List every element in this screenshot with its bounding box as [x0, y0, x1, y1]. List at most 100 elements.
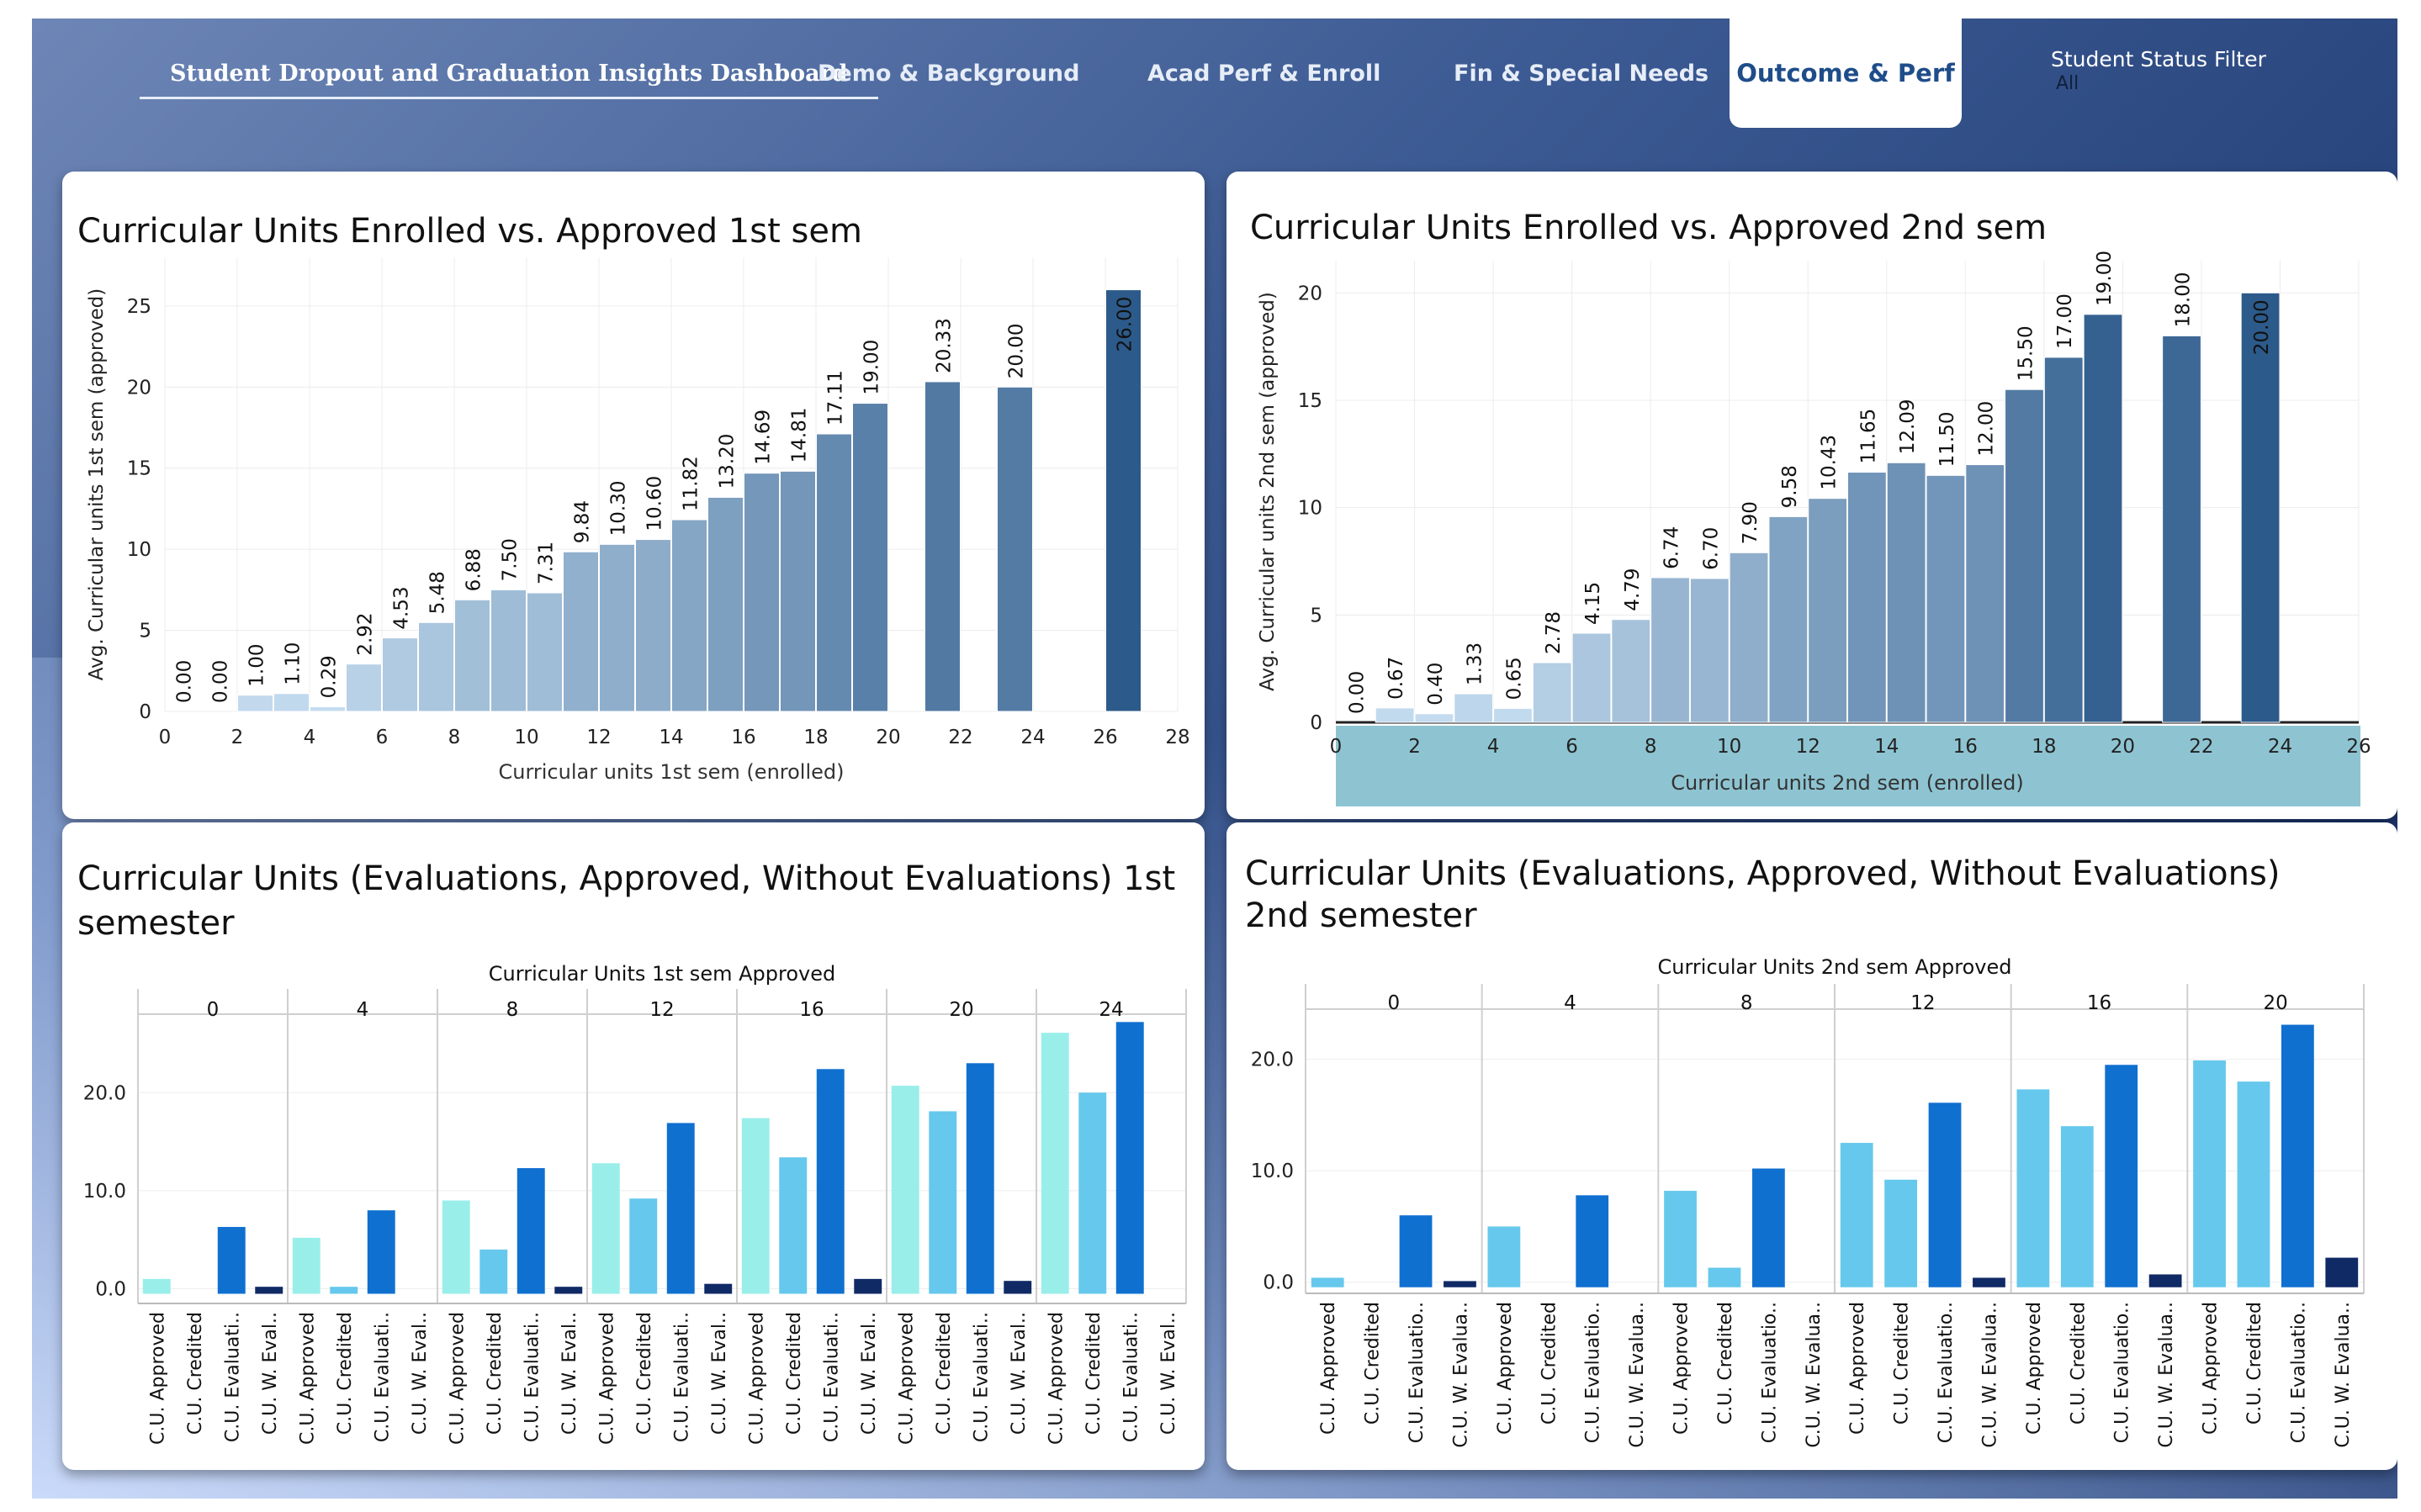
- bar: [852, 403, 888, 712]
- y-tick-label: 0: [1310, 712, 1322, 734]
- dashboard-frame: Student Dropout and Graduation Insights …: [32, 19, 2397, 1499]
- data-label: 2.92: [355, 612, 377, 655]
- x-category-label: C.U. Evaluati..: [971, 1312, 992, 1442]
- panel-evaluations-1st: Curricular Units (Evaluations, Approved,…: [62, 822, 1205, 1470]
- bar: [629, 1198, 658, 1294]
- data-label: 0.67: [1385, 657, 1407, 700]
- facet-label: 20: [2264, 992, 2288, 1014]
- data-label: 7.50: [500, 538, 522, 581]
- y-tick-label: 20: [1298, 283, 1322, 304]
- data-label: 6.74: [1661, 526, 1683, 569]
- x-category-label: C.U. W. Eval..: [260, 1312, 281, 1435]
- bar: [1840, 1143, 1873, 1287]
- data-label: 12.00: [1976, 401, 1998, 457]
- data-label: 9.84: [572, 500, 594, 543]
- data-label: 18.00: [2173, 272, 2195, 328]
- bar: [527, 592, 563, 712]
- x-tick-label: 24: [1020, 727, 1045, 748]
- x-category-label: C.U. Approved: [147, 1312, 168, 1445]
- x-category-label: C.U. Approved: [1318, 1302, 1339, 1435]
- x-category-label: C.U. W. Eval..: [1009, 1312, 1030, 1435]
- panel-title-line1: Curricular Units (Evaluations, Approved,…: [77, 859, 1176, 898]
- bar: [707, 496, 744, 712]
- bar: [744, 473, 780, 712]
- x-tick-label: 2: [1408, 736, 1421, 758]
- x-tick-label: 16: [731, 727, 755, 748]
- data-label: 13.20: [717, 434, 739, 489]
- x-category-label: C.U. W. Eval..: [859, 1312, 880, 1435]
- bar: [1311, 1277, 1344, 1287]
- bar: [1973, 1277, 2005, 1287]
- bar: [1078, 1092, 1107, 1294]
- data-label: 11.65: [1857, 409, 1879, 464]
- bar: [1886, 462, 1926, 723]
- x-category-label: C.U. Evaluatio..: [2112, 1302, 2133, 1443]
- bar: [1847, 472, 1887, 723]
- x-category-label: C.U. W. Evalua..: [1979, 1302, 2000, 1448]
- bar: [330, 1287, 358, 1294]
- y-tick-label: 10.0: [1251, 1160, 1294, 1182]
- dashboard-title[interactable]: Student Dropout and Graduation Insights …: [140, 61, 878, 99]
- student-status-filter[interactable]: Student Status Filter All: [2051, 47, 2266, 94]
- x-category-label: C.U. W. Evalua..: [1450, 1302, 1471, 1448]
- x-category-label: C.U. W. Evalua..: [2333, 1302, 2354, 1448]
- tab-acad-perf-enroll[interactable]: Acad Perf & Enroll: [1147, 61, 1381, 87]
- bar: [1926, 474, 1966, 723]
- bar: [2162, 335, 2201, 723]
- bar: [217, 1227, 246, 1294]
- bar: [741, 1118, 770, 1294]
- bar: [382, 637, 418, 712]
- x-tick-label: 2: [231, 727, 244, 748]
- bar: [2193, 1060, 2226, 1287]
- x-category-label: C.U. W. Eval..: [410, 1312, 431, 1435]
- data-label: 4.79: [1622, 568, 1644, 611]
- data-label: 7.31: [536, 542, 558, 584]
- filter-value[interactable]: All: [2056, 73, 2079, 94]
- tab-fin-special-needs[interactable]: Fin & Special Needs: [1454, 61, 1709, 87]
- x-category-label: C.U. Credited: [784, 1312, 805, 1435]
- bar: [2083, 314, 2123, 723]
- x-category-label: C.U. Evaluatio..: [1407, 1302, 1428, 1443]
- x-tick-label: 12: [586, 727, 611, 748]
- bar: [1493, 707, 1533, 723]
- x-tick-label: 22: [948, 727, 972, 748]
- x-category-label: C.U. W. Eval..: [559, 1312, 580, 1435]
- x-category-label: C.U. Credited: [485, 1312, 506, 1435]
- x-axis-title: Curricular units 1st sem (enrolled): [498, 760, 844, 784]
- bar: [1689, 578, 1730, 723]
- bar: [2148, 1274, 2182, 1287]
- bar: [1928, 1102, 1962, 1287]
- bar: [1004, 1281, 1032, 1294]
- panel-title: Curricular Units Enrolled vs. Approved 2…: [1250, 209, 2048, 247]
- bar: [237, 695, 273, 712]
- x-tick-label: 24: [2268, 736, 2292, 758]
- x-tick-label: 28: [1165, 727, 1189, 748]
- data-label: 0.00: [1346, 671, 1368, 714]
- bar: [780, 470, 816, 712]
- data-label: 1.33: [1465, 642, 1486, 685]
- bar: [1965, 464, 2005, 723]
- tab-demo-background[interactable]: Demo & Background: [818, 61, 1080, 87]
- bar: [442, 1200, 470, 1294]
- data-label: 1.00: [246, 643, 268, 686]
- x-category-label: C.U. Approved: [896, 1312, 917, 1445]
- y-tick-label: 15: [127, 458, 151, 480]
- x-category-label: C.U. Approved: [2201, 1302, 2222, 1435]
- x-category-label: C.U. W. Eval..: [1158, 1312, 1179, 1435]
- bar: [966, 1063, 994, 1294]
- x-category-label: C.U. Credited: [634, 1312, 655, 1435]
- bar: [1115, 1022, 1144, 1294]
- data-label: 17.11: [825, 370, 847, 426]
- x-tick-label: 0: [159, 727, 172, 748]
- x-tick-label: 10: [514, 727, 538, 748]
- panel-enrolled-approved-2nd: Curricular Units Enrolled vs. Approved 2…: [1226, 172, 2397, 819]
- x-tick-label: 14: [1874, 736, 1899, 758]
- bar: [1375, 707, 1415, 723]
- tab-outcome-perf[interactable]: Outcome & Perf: [1730, 19, 1962, 128]
- y-tick-label: 25: [127, 296, 151, 318]
- facet-label: 16: [799, 999, 824, 1021]
- x-tick-label: 18: [2032, 736, 2056, 758]
- data-label: 20.33: [934, 318, 956, 373]
- bar: [1532, 662, 1572, 723]
